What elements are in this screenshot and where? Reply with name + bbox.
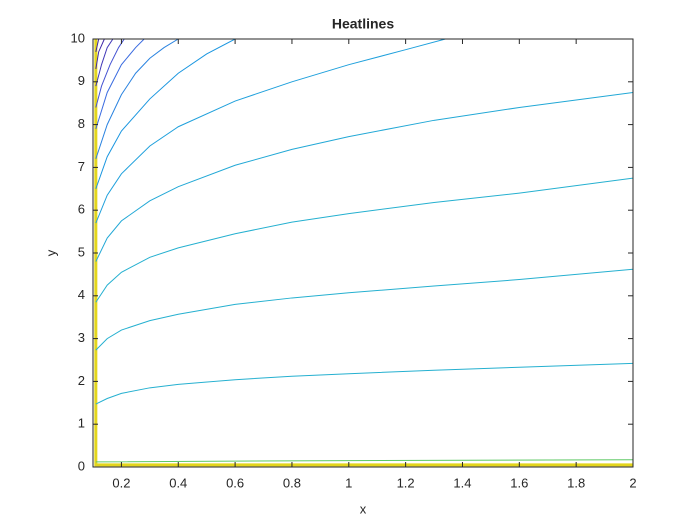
axes-background [93, 39, 633, 467]
x-tick-label: 0.4 [169, 475, 187, 490]
y-tick-label: 2 [78, 373, 85, 388]
y-tick-label: 0 [78, 458, 85, 473]
x-tick-label: 1.8 [567, 475, 585, 490]
contour-line [95, 459, 633, 463]
x-tick-label: 0.2 [112, 475, 130, 490]
contour-line [95, 39, 100, 52]
x-axis-label: x [360, 501, 367, 516]
chart-title: Heatlines [332, 16, 394, 32]
y-tick-label: 9 [78, 73, 85, 88]
contour-line [95, 39, 125, 108]
contour-line [95, 39, 179, 159]
contour-line [95, 268, 633, 351]
x-tick-label: 1.6 [510, 475, 528, 490]
contour-line [95, 39, 446, 224]
y-tick-label: 5 [78, 244, 85, 259]
x-tick-label: 1.4 [453, 475, 471, 490]
contour-line [95, 92, 633, 262]
x-tick-label: 0.8 [283, 475, 301, 490]
y-tick-label: 7 [78, 159, 85, 174]
contour-line [95, 177, 633, 303]
y-tick-label: 3 [78, 330, 85, 345]
x-tick-label: 2 [629, 475, 636, 490]
contour-line [94, 39, 633, 467]
contour-line [95, 362, 633, 405]
contour-line [95, 39, 105, 70]
y-tick-label: 1 [78, 416, 85, 431]
y-tick-label: 4 [78, 287, 85, 302]
x-tick-label: 0.6 [226, 475, 244, 490]
y-tick-label: 8 [78, 116, 85, 131]
x-tick-label: 1 [345, 475, 352, 490]
y-tick-label: 10 [71, 30, 85, 45]
x-tick-label: 1.2 [397, 475, 415, 490]
contour-line [95, 39, 236, 189]
contour-line [95, 39, 114, 87]
y-tick-label: 6 [78, 202, 85, 217]
contour-line [95, 39, 145, 130]
y-axis-label: y [43, 249, 58, 256]
